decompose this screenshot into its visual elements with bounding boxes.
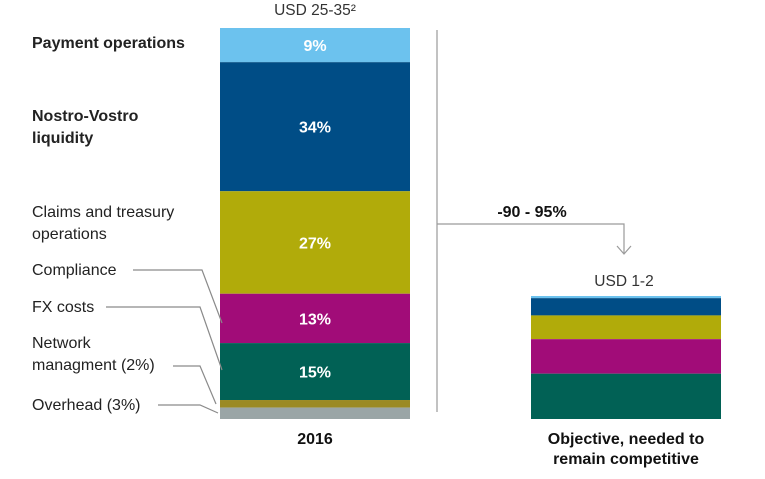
leader-line-network [173, 365, 217, 405]
leader-line-compliance [133, 269, 223, 324]
total-label-objective: USD 1-2 [594, 273, 653, 290]
category-label-2016: 2016 [297, 431, 333, 448]
bar-segment-claims-and-treasury-operations-2016 [220, 191, 410, 294]
series-label-nostro-vostro-liquidity-line2: liquidity [32, 130, 93, 147]
value-labels: 9% 34% 27% 13% 15% [299, 38, 331, 381]
label-connectors [106, 30, 632, 414]
bar-segment-network-managment-2-objective [531, 373, 721, 419]
bar-segment-compliance-2016 [220, 400, 410, 408]
bar-segment-nostro-vostro-liquidity-objective [531, 298, 721, 316]
series-label-nostro-vostro-liquidity: Nostro-Vostro [32, 108, 139, 125]
bar-segments [220, 28, 721, 419]
series-labels: Payment operations Nostro-Vostro liquidity… [32, 35, 185, 414]
category-label-objective-line2: remain competitive [553, 451, 699, 468]
bar-segment-claims-and-treasury-operations-objective [531, 315, 721, 340]
bar-segment-overhead-3-2016 [220, 407, 410, 419]
bar-segment-network-managment-2-2016 [220, 343, 410, 401]
series-label-compliance: Compliance [32, 262, 117, 279]
value-label-fx-costs: 13% [299, 311, 331, 328]
series-label-payment-operations: Payment operations [32, 35, 185, 52]
series-label-claims-and-treasury-operations: Claims and treasury [32, 204, 174, 221]
series-label-fx-costs: FX costs [32, 299, 94, 316]
series-label-overhead-3: Overhead (3%) [32, 397, 141, 414]
series-label-claims-and-treasury-operations-line2: operations [32, 226, 107, 243]
bar-segment-nostro-vostro-liquidity-2016 [220, 62, 410, 192]
value-label-payment-operations: 9% [303, 38, 326, 55]
series-label-network-managment-2-line2: managment (2%) [32, 357, 155, 374]
reduction-label: -90 - 95% [497, 204, 566, 221]
category-label-objective: Objective, needed to [548, 431, 705, 448]
value-label-network-managment-2: 15% [299, 365, 331, 382]
leader-line-overhead [158, 404, 219, 414]
total-label-2016: USD 25-35² [274, 2, 356, 19]
bar-segment-payment-operations-objective [531, 296, 721, 299]
value-label-nostro-vostro-liquidity: 34% [299, 120, 331, 137]
reduction-arrow-head [616, 245, 632, 255]
category-labels: 2016 Objective, needed to remain competiti… [297, 431, 704, 468]
bar-segment-fx-costs-2016 [220, 293, 410, 344]
value-label-claims-and-treasury-operations: 27% [299, 235, 331, 252]
reduction-arrow-line [437, 223, 625, 253]
leader-line-fx-costs [106, 306, 223, 371]
bar-segment-fx-costs-objective [531, 339, 721, 374]
series-label-network-managment-2: Network [32, 335, 92, 352]
bar-segment-payment-operations-2016 [220, 28, 410, 63]
